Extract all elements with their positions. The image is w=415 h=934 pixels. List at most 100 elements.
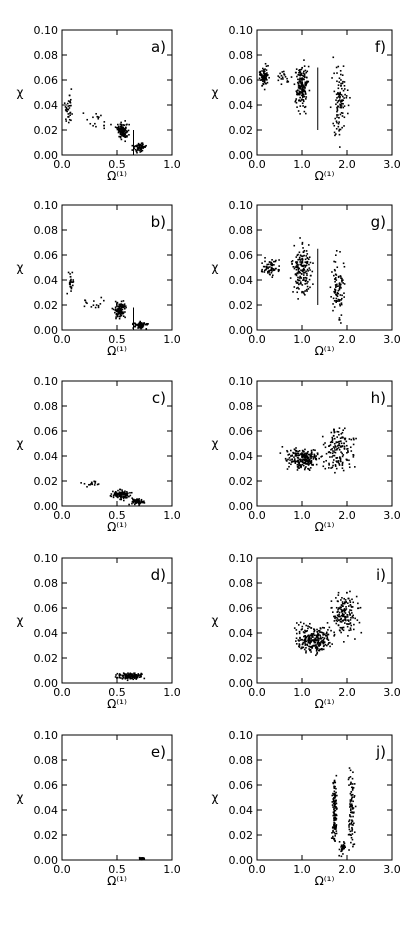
y-axis-label: χ bbox=[17, 261, 24, 275]
data-point bbox=[333, 437, 336, 440]
data-point bbox=[333, 790, 336, 793]
y-tick-label: 0.06 bbox=[229, 425, 254, 438]
data-point bbox=[345, 600, 347, 603]
data-point bbox=[111, 307, 114, 310]
data-point bbox=[339, 457, 342, 460]
data-point bbox=[340, 451, 342, 453]
data-point bbox=[335, 286, 337, 289]
data-point bbox=[141, 326, 144, 329]
data-point bbox=[348, 459, 350, 462]
data-point bbox=[312, 463, 314, 466]
data-point bbox=[336, 266, 339, 269]
data-point bbox=[147, 323, 149, 325]
data-point bbox=[261, 70, 263, 72]
data-point bbox=[339, 437, 342, 440]
data-point bbox=[139, 143, 142, 146]
data-point bbox=[301, 241, 304, 244]
data-point bbox=[299, 100, 302, 102]
data-point bbox=[294, 99, 297, 102]
data-point bbox=[118, 312, 121, 315]
data-point bbox=[70, 286, 73, 289]
data-point bbox=[342, 99, 345, 102]
data-point bbox=[321, 648, 323, 651]
data-point bbox=[118, 675, 121, 677]
data-point bbox=[136, 151, 138, 154]
data-point bbox=[307, 288, 310, 290]
data-point bbox=[344, 427, 346, 430]
data-point bbox=[304, 456, 307, 459]
data-point bbox=[277, 270, 280, 273]
data-point bbox=[264, 260, 266, 263]
data-point bbox=[69, 276, 72, 278]
data-point bbox=[129, 491, 131, 494]
data-point bbox=[138, 324, 141, 327]
data-point bbox=[335, 832, 338, 835]
data-point bbox=[287, 80, 290, 83]
data-point bbox=[300, 264, 303, 267]
data-point bbox=[295, 287, 298, 290]
data-point bbox=[309, 649, 312, 651]
data-point bbox=[298, 277, 301, 279]
data-point bbox=[337, 91, 339, 94]
data-point bbox=[304, 112, 307, 115]
data-point bbox=[335, 120, 338, 123]
data-point bbox=[314, 449, 316, 452]
data-point bbox=[119, 310, 122, 313]
data-point bbox=[332, 461, 334, 464]
data-point bbox=[319, 627, 322, 629]
data-point bbox=[303, 110, 306, 113]
data-point bbox=[295, 266, 298, 269]
data-point bbox=[308, 89, 311, 92]
data-point bbox=[120, 312, 123, 314]
data-point bbox=[115, 495, 117, 497]
data-point bbox=[310, 641, 312, 644]
data-point bbox=[300, 269, 302, 271]
data-point bbox=[308, 453, 311, 456]
data-point bbox=[282, 78, 284, 80]
data-point bbox=[299, 74, 302, 77]
data-point bbox=[288, 462, 290, 464]
data-point bbox=[293, 460, 295, 462]
y-tick-label: 0.00 bbox=[229, 324, 254, 337]
data-point bbox=[339, 93, 342, 96]
y-axis-label: χ bbox=[212, 437, 219, 451]
data-point bbox=[114, 309, 117, 312]
data-point bbox=[280, 83, 283, 86]
data-point bbox=[93, 484, 96, 486]
data-point bbox=[140, 144, 143, 147]
data-point bbox=[332, 297, 335, 300]
data-point bbox=[286, 77, 288, 80]
data-point bbox=[345, 96, 348, 99]
data-point bbox=[313, 630, 315, 633]
data-point bbox=[116, 677, 118, 679]
data-point bbox=[333, 131, 336, 134]
data-point bbox=[133, 499, 135, 502]
plot-frame bbox=[256, 29, 393, 156]
data-point bbox=[304, 261, 307, 263]
y-tick-label: 0.02 bbox=[34, 652, 59, 665]
data-point bbox=[338, 619, 340, 622]
data-point bbox=[299, 87, 301, 90]
data-point bbox=[342, 469, 345, 472]
data-point bbox=[308, 263, 310, 266]
data-point bbox=[333, 796, 335, 799]
data-point bbox=[303, 268, 306, 271]
data-point bbox=[335, 457, 338, 459]
data-point bbox=[263, 265, 266, 268]
data-point bbox=[139, 857, 142, 860]
data-point bbox=[327, 629, 329, 631]
data-point bbox=[334, 446, 337, 448]
data-point bbox=[331, 801, 334, 803]
data-point bbox=[305, 624, 308, 627]
data-point bbox=[127, 675, 130, 678]
y-tick-label: 0.10 bbox=[34, 199, 59, 212]
plot-frame bbox=[256, 204, 393, 331]
data-point bbox=[122, 675, 124, 678]
data-point bbox=[303, 648, 306, 651]
data-point bbox=[300, 68, 303, 71]
data-point bbox=[117, 489, 119, 492]
data-point bbox=[123, 303, 126, 305]
plot-frame bbox=[256, 734, 393, 861]
data-point bbox=[336, 430, 339, 433]
data-point bbox=[335, 622, 338, 625]
